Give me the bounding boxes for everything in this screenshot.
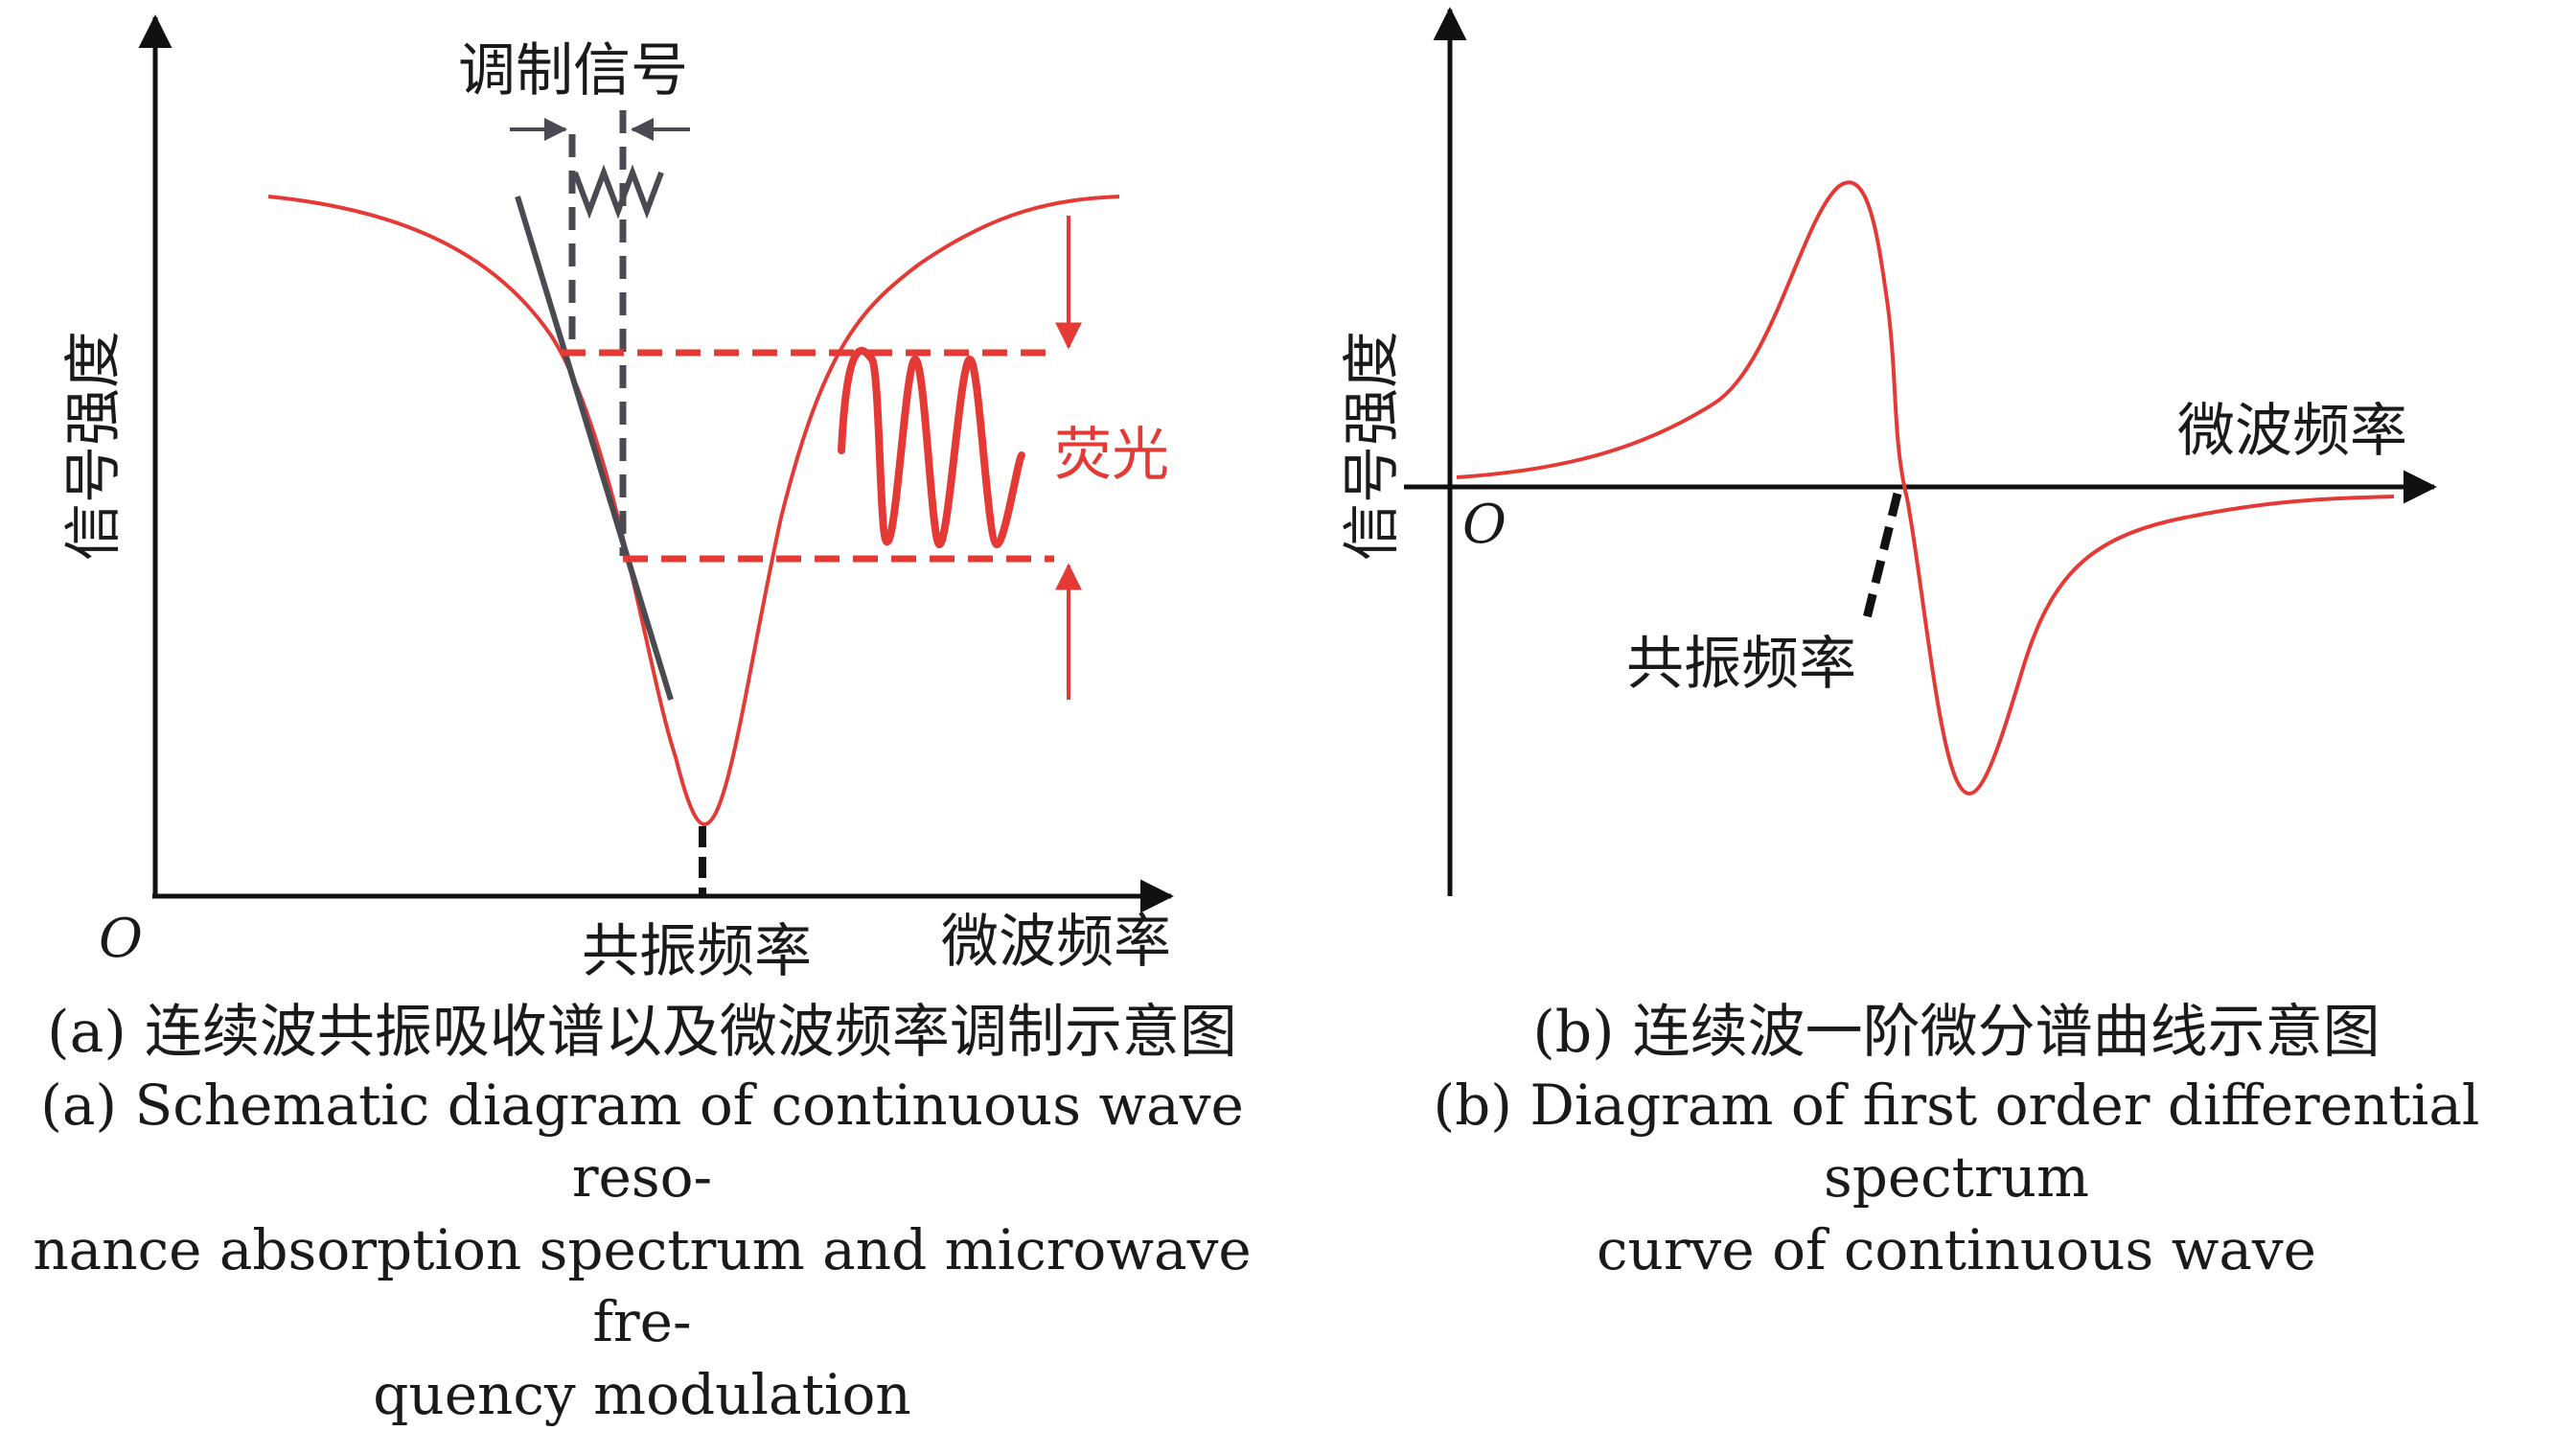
panel-b-origin-label: O: [1462, 494, 1506, 556]
panel-b-y-axis-label: 信号强度: [1339, 331, 1406, 561]
panel-b-caption: (b) 连续波一阶微分谱曲线示意图 (b) Diagram of first o…: [1337, 995, 2576, 1286]
panel-b-resonance-label: 共振频率: [1626, 631, 1856, 698]
panel-a-fluorescence-wave: [838, 347, 1025, 549]
panel-a-caption-en-line-3: quency modulation: [373, 1361, 911, 1427]
panel-b-caption-en-line-1: (b) Diagram of first order differential …: [1433, 1073, 2480, 1211]
panel-b-resonance-line: [1862, 492, 1902, 620]
panel-a-x-axis-label: 微波频率: [941, 909, 1171, 976]
panel-b-caption-cn: (b) 连续波一阶微分谱曲线示意图: [1532, 999, 2380, 1066]
panel-a-tangent-line: [515, 196, 674, 701]
panel-b-derivative-curve: [1456, 180, 2395, 796]
panel-a-y-axis-label: 信号强度: [60, 331, 127, 561]
panel-a-modulation-wave: [572, 164, 664, 219]
panel-b: O 信号强度 微波频率 共振频率: [1339, 7, 2437, 896]
panel-a: O 信号强度 微波频率 调制信号 荧光 共振频率: [60, 14, 1174, 985]
panel-a-caption-en-line-1: (a) Schematic diagram of continuous wave…: [40, 1073, 1244, 1211]
panel-a-modulation-label: 调制信号: [458, 37, 688, 104]
panel-b-caption-en-line-2: curve of continuous wave: [1596, 1216, 2317, 1282]
panel-a-caption-en-line-2: nance absorption spectrum and microwave …: [33, 1216, 1252, 1355]
panel-a-fluorescence-label: 荧光: [1054, 422, 1169, 489]
figure-canvas: O 信号强度 微波频率 调制信号 荧光 共振频率 O 信号强度 微波频率 共振频…: [60, 7, 2437, 985]
panel-a-absorption-curve: [267, 195, 1120, 827]
panel-a-caption: (a) 连续波共振吸收谱以及微波频率调制示意图 (a) Schematic di…: [0, 995, 1284, 1431]
panel-a-resonance-label: 共振频率: [582, 918, 812, 985]
panel-b-x-axis-label: 微波频率: [2177, 398, 2407, 465]
panel-a-origin-label: O: [99, 908, 143, 970]
panel-a-caption-cn: (a) 连续波共振吸收谱以及微波频率调制示意图: [47, 999, 1237, 1066]
